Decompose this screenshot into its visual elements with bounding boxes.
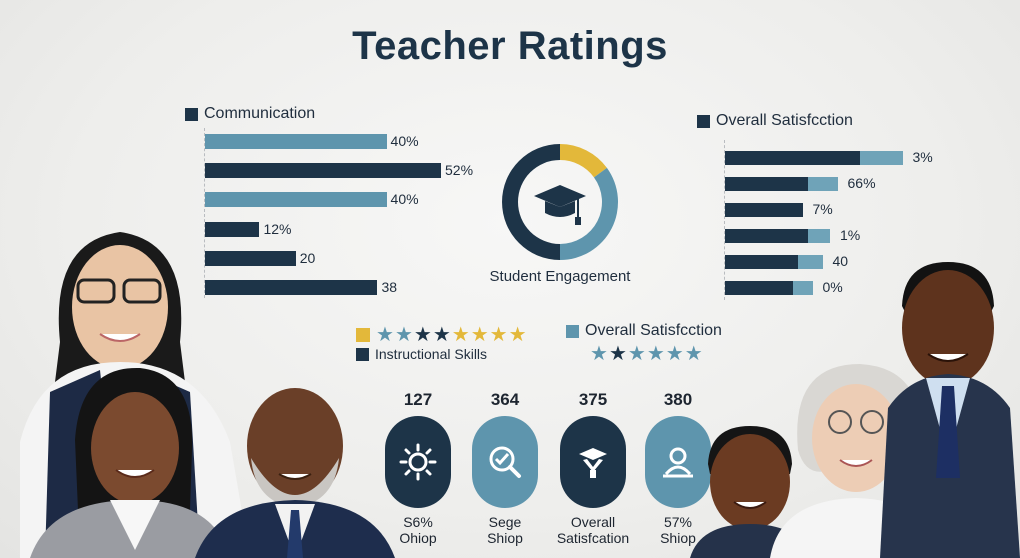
stacked-bar-segment xyxy=(725,229,808,243)
star-icon: ★ xyxy=(451,324,471,346)
engagement-label: Student Engagement xyxy=(489,268,631,285)
bar-label: 40% xyxy=(390,133,419,149)
star-icon: ★ xyxy=(432,324,452,346)
axis-rule xyxy=(724,140,725,300)
star-rating: ★ ★ ★ ★ ★ ★ ★ ★ xyxy=(356,322,528,347)
graduation-cap-icon xyxy=(534,185,586,225)
star-icon: ★ xyxy=(413,324,433,346)
legend-label: Instructional Skills xyxy=(375,346,488,362)
bar-label: 66% xyxy=(847,175,876,191)
stacked-bar-segment xyxy=(860,151,903,165)
stacked-bar-segment xyxy=(725,151,860,165)
legend-swatch xyxy=(356,347,369,361)
bar xyxy=(205,163,441,178)
engagement-donut xyxy=(502,144,618,260)
bar-label: 7% xyxy=(812,201,833,217)
stat-caption-line: Overall xyxy=(570,514,616,530)
star-rating: ★ ★ ★ ★ ★ ★ xyxy=(590,341,704,366)
bar-label: 20 xyxy=(299,250,316,266)
bar xyxy=(205,222,260,237)
teacher-photo-man-beard xyxy=(195,388,395,558)
stat-caption-line: Ohiop xyxy=(399,530,437,546)
stacked-bar-segment xyxy=(725,281,793,295)
overall-rating-legend: Overall Satisfcction xyxy=(566,322,722,340)
stat-caption: Sege Shiop xyxy=(460,514,550,546)
bar-label: 1% xyxy=(840,227,861,243)
star-icon: ★ xyxy=(608,343,628,365)
bar-label: 40% xyxy=(390,191,419,207)
stat-pill xyxy=(472,416,538,508)
chart-title: Teacher Ratings xyxy=(352,24,668,68)
instructional-rating: ★ ★ ★ ★ ★ ★ ★ ★ xyxy=(356,322,528,347)
stacked-bar-segment xyxy=(725,255,798,269)
stat-caption-line: S6% xyxy=(403,514,433,530)
star-icon: ★ xyxy=(470,324,490,346)
stacked-bar-segment xyxy=(807,177,838,191)
user-icon xyxy=(663,447,693,478)
bar-label: 38 xyxy=(381,279,398,295)
star-icon: ★ xyxy=(646,343,666,365)
bar xyxy=(205,280,378,295)
legend-swatch xyxy=(697,114,710,128)
star-icon: ★ xyxy=(489,324,509,346)
stat-number: 127 xyxy=(403,390,433,409)
stat-caption-line: Shiop xyxy=(660,530,696,546)
bar-label: 52% xyxy=(445,162,474,178)
teacher-photo-woman xyxy=(30,367,230,558)
rating-swatch xyxy=(356,327,370,342)
bar-label: 40 xyxy=(832,253,849,269)
graduate-icon xyxy=(579,448,607,478)
legend-label: Overall Satisfcction xyxy=(585,322,722,339)
stat-caption-line: Sege xyxy=(488,514,522,530)
communication-legend: Communication xyxy=(185,105,315,123)
star-icon: ★ xyxy=(627,343,647,365)
stat-caption: Overall Satisfcation xyxy=(548,514,638,546)
star-icon: ★ xyxy=(665,343,685,365)
stat-caption-line: Satisfcation xyxy=(556,530,630,546)
axis-rule xyxy=(204,128,205,298)
legend-label: Overall Satisfcction xyxy=(716,112,853,129)
stacked-bar-segment xyxy=(725,177,808,191)
stat-number: 380 xyxy=(663,390,693,409)
stat-pill xyxy=(560,416,626,508)
star-icon: ★ xyxy=(590,343,609,365)
stat-pill xyxy=(385,416,451,508)
donut-slice xyxy=(502,144,560,260)
instructional-legend: Instructional Skills xyxy=(356,346,487,362)
stat-number: 364 xyxy=(490,390,520,409)
stat-caption: S6% Ohiop xyxy=(373,514,463,546)
stat-caption: 57% Shiop xyxy=(633,514,723,546)
bar-label: 12% xyxy=(263,221,292,237)
stat-pill xyxy=(645,416,711,508)
stat-number: 375 xyxy=(578,390,608,409)
stacked-bar-segment xyxy=(797,255,823,269)
stacked-bar-segment xyxy=(725,203,803,217)
star-icon: ★ xyxy=(508,324,528,346)
legend-swatch xyxy=(566,324,579,338)
magnify-check-icon xyxy=(489,446,521,478)
teacher-photo-man-suit xyxy=(880,262,1020,558)
overall-legend: Overall Satisfcction xyxy=(697,112,853,130)
bar xyxy=(205,251,296,266)
bar-label: 3% xyxy=(912,149,933,165)
stacked-bar-segment xyxy=(807,229,830,243)
bar xyxy=(205,192,387,207)
stat-caption-line: Shiop xyxy=(487,530,523,546)
stat-caption-line: 57% xyxy=(663,514,693,530)
legend-label: Communication xyxy=(204,105,316,122)
donut-slice xyxy=(560,167,618,260)
donut-slice xyxy=(560,144,607,178)
star-icon: ★ xyxy=(684,343,704,365)
bar xyxy=(205,134,387,149)
stacked-bar-segment xyxy=(792,281,813,295)
sun-icon xyxy=(399,443,437,481)
legend-swatch xyxy=(185,107,198,121)
overall-rating: ★ ★ ★ ★ ★ ★ xyxy=(590,341,704,366)
star-icon: ★ xyxy=(376,324,395,346)
bar-label: 0% xyxy=(822,279,843,295)
star-icon: ★ xyxy=(394,324,414,346)
